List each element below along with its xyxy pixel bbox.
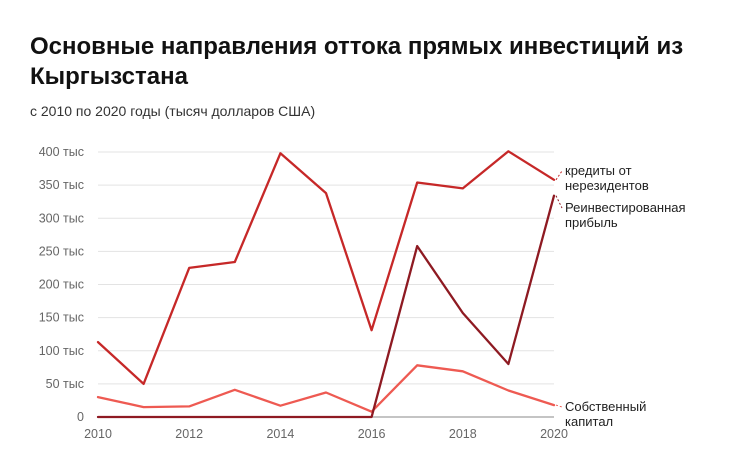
x-tick-label: 2020: [540, 427, 568, 441]
x-tick-label: 2012: [175, 427, 203, 441]
label-connector: [555, 195, 563, 209]
y-tick-label: 400 тыс: [39, 145, 84, 159]
x-tick-label: 2010: [84, 427, 112, 441]
series-label: прибыль: [565, 215, 618, 230]
series-label: кредиты от: [565, 163, 632, 178]
series-lines: [96, 150, 556, 419]
x-tick-label: 2016: [358, 427, 386, 441]
series-line-2: [96, 364, 556, 413]
chart-title: Основные направления оттока прямых инвес…: [30, 33, 684, 90]
chart-subtitle: с 2010 по 2020 годы (тысяч долларов США): [30, 103, 316, 119]
x-axis-ticks: 2010 2012 2014 2016 2018 2020: [84, 427, 568, 441]
grid-lines: [98, 151, 554, 418]
y-tick-label: 350 тыс: [39, 178, 84, 192]
y-tick-label: 100 тыс: [39, 344, 84, 358]
y-tick-label: 250 тыс: [39, 244, 84, 258]
y-tick-label: 0: [77, 410, 84, 424]
y-tick-label: 300 тыс: [39, 211, 84, 225]
x-tick-label: 2018: [449, 427, 477, 441]
x-tick-label: 2014: [266, 427, 294, 441]
series-line-1: [96, 194, 556, 419]
series-label: Реинвестированная: [565, 200, 686, 215]
series-label: капитал: [565, 414, 613, 429]
y-tick-label: 50 тыс: [46, 377, 84, 391]
series-line-0: [96, 150, 556, 386]
label-connector: [555, 404, 563, 408]
series-label: Собственный: [565, 399, 646, 414]
y-tick-label: 150 тыс: [39, 311, 84, 325]
y-axis-ticks: 0 50 тыс 100 тыс 150 тыс 200 тыс 250 тыс 300 т…: [39, 145, 84, 424]
y-tick-label: 200 тыс: [39, 278, 84, 292]
label-connector: [555, 170, 563, 181]
series-label: нерезидентов: [565, 178, 649, 193]
